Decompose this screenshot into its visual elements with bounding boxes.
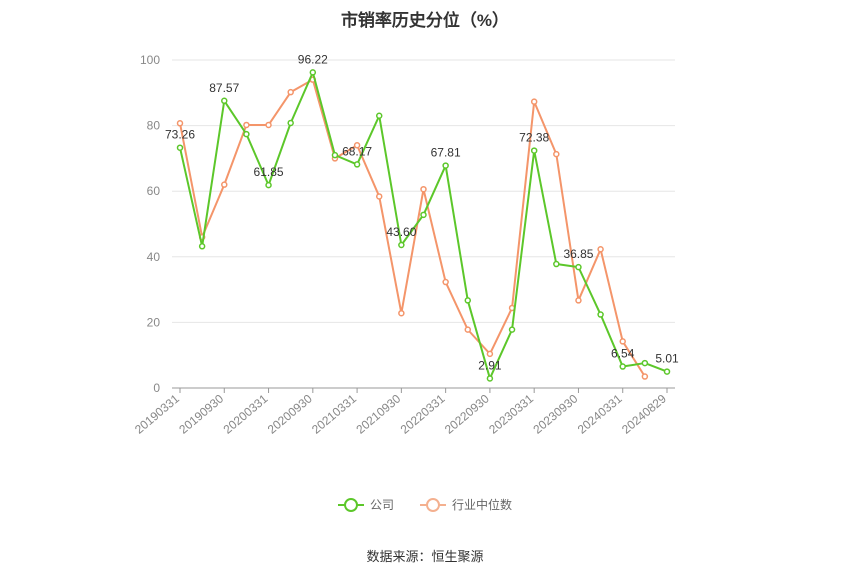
point-0-15 bbox=[508, 326, 516, 333]
point-0-18 bbox=[575, 263, 582, 271]
chart-title: 市销率历史分位（%） bbox=[340, 11, 510, 30]
point-0-3 bbox=[243, 130, 250, 138]
point-1-16 bbox=[530, 98, 538, 105]
y-tick-label-40: 40 bbox=[147, 250, 161, 264]
x-tick-label-20200331: 20200331 bbox=[221, 391, 271, 436]
point-1-2 bbox=[221, 181, 228, 188]
x-tick-label-20220930: 20220930 bbox=[442, 391, 492, 436]
y-tick-label-60: 60 bbox=[147, 184, 161, 198]
data-label-14: 2.91 bbox=[478, 358, 502, 372]
point-1-12 bbox=[442, 278, 449, 286]
data-label-22: 5.01 bbox=[655, 352, 679, 366]
point-0-1 bbox=[198, 243, 206, 250]
point-0-16 bbox=[530, 147, 538, 154]
x-tick-label-20190930: 20190930 bbox=[176, 391, 226, 436]
legend-swatch-company bbox=[337, 497, 364, 512]
point-0-6 bbox=[309, 69, 317, 76]
legend-label-industry-median: 行业中位数 bbox=[452, 498, 513, 512]
x-tick-label-20210930: 20210930 bbox=[353, 391, 403, 436]
data-label-16: 72.38 bbox=[519, 131, 549, 145]
data-label-12: 67.81 bbox=[431, 146, 461, 160]
series-line-0 bbox=[179, 71, 668, 380]
point-0-7 bbox=[331, 151, 339, 159]
legend-swatch-industry bbox=[420, 497, 446, 512]
x-tick-label-20230331: 20230331 bbox=[486, 391, 536, 436]
point-1-0 bbox=[176, 120, 184, 127]
point-1-21 bbox=[641, 373, 649, 380]
point-0-0 bbox=[176, 144, 184, 151]
point-0-20 bbox=[619, 363, 626, 370]
point-0-2 bbox=[221, 97, 228, 105]
y-tick-label-100: 100 bbox=[140, 53, 160, 67]
legend: 公司 行业中位数 bbox=[0, 496, 850, 513]
point-1-11 bbox=[420, 185, 427, 193]
point-0-21 bbox=[641, 359, 649, 367]
point-0-14 bbox=[486, 375, 494, 382]
data-source: 数据来源：恒生聚源 bbox=[366, 549, 484, 564]
x-tick-label-20230930: 20230930 bbox=[530, 391, 580, 436]
legend-item-company[interactable]: 公司 bbox=[337, 496, 394, 513]
point-0-8 bbox=[353, 161, 361, 168]
x-tick-label-20240829: 20240829 bbox=[619, 391, 669, 436]
y-tick-label-0: 0 bbox=[153, 381, 160, 395]
point-1-8 bbox=[353, 142, 361, 149]
legend-item-industry-median[interactable]: 行业中位数 bbox=[420, 496, 512, 513]
point-1-19 bbox=[597, 246, 604, 253]
point-1-3 bbox=[243, 121, 250, 129]
legend-label-company: 公司 bbox=[369, 498, 394, 512]
point-1-14 bbox=[486, 350, 494, 358]
data-label-0: 73.26 bbox=[165, 128, 195, 142]
point-1-5 bbox=[287, 88, 294, 96]
x-tick-label-20210331: 20210331 bbox=[309, 391, 359, 436]
y-tick-label-20: 20 bbox=[147, 315, 161, 329]
point-0-12 bbox=[442, 162, 449, 169]
point-1-10 bbox=[398, 309, 405, 317]
point-0-22 bbox=[663, 368, 671, 375]
line-chart: 0 20 40 60 80 100 2019033120190930202003312020… bbox=[132, 52, 679, 436]
point-1-20 bbox=[619, 338, 626, 345]
x-tick-label-20190331: 20190331 bbox=[132, 391, 182, 436]
data-label-18: 36.85 bbox=[563, 247, 593, 261]
point-1-18 bbox=[575, 297, 582, 304]
point-0-13 bbox=[464, 297, 472, 304]
x-tick-label-20220331: 20220331 bbox=[398, 391, 448, 436]
data-label-4: 61.85 bbox=[254, 165, 284, 179]
data-label-10: 43.60 bbox=[386, 225, 416, 239]
point-0-19 bbox=[597, 311, 604, 318]
point-0-17 bbox=[553, 260, 560, 268]
point-0-10 bbox=[398, 241, 405, 249]
point-0-4 bbox=[265, 181, 272, 189]
data-label-6: 96.22 bbox=[298, 52, 328, 66]
data-label-8: 68.17 bbox=[342, 144, 372, 158]
point-0-9 bbox=[375, 112, 383, 120]
point-1-13 bbox=[464, 326, 472, 333]
point-0-5 bbox=[287, 119, 294, 127]
series-line-1 bbox=[179, 78, 646, 378]
x-tick-label-20200930: 20200930 bbox=[265, 391, 315, 436]
x-tick-label-20240331: 20240331 bbox=[575, 391, 625, 436]
y-tick-label-80: 80 bbox=[147, 119, 161, 133]
data-label-2: 87.57 bbox=[209, 81, 239, 95]
data-label-20: 6.54 bbox=[611, 347, 635, 361]
point-1-4 bbox=[265, 121, 272, 129]
point-1-17 bbox=[553, 150, 560, 158]
point-1-9 bbox=[375, 193, 383, 200]
point-0-11 bbox=[420, 211, 427, 219]
